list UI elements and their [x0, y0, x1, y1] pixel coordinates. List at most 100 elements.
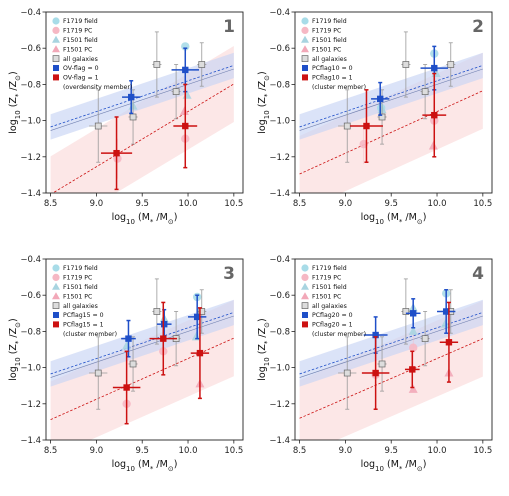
y-axis-label-sub2: *: [14, 340, 22, 344]
f1501-pc-point: [179, 106, 189, 116]
legend-f1501-field-marker: [52, 282, 60, 290]
y-tick-label: −1.2: [269, 153, 290, 163]
y-axis-label-pre: log: [257, 366, 268, 380]
x-axis-label-sub2: *: [399, 465, 403, 473]
y-tick-label: −1.2: [20, 153, 41, 163]
legend-f1719-pc-marker: [301, 273, 309, 281]
legend-all-galaxies-marker: [52, 302, 60, 309]
x-tick-label: 9.5: [135, 446, 149, 456]
x-axis-label-post: ): [423, 212, 427, 223]
x-axis-label-pre: log: [361, 459, 375, 470]
legend-f1501-field-marker: [52, 35, 60, 43]
legend-member0-marker: [53, 312, 59, 318]
legend-entry: all galaxies: [312, 303, 347, 310]
x-axis-label-sub3: ⊙: [168, 218, 174, 226]
all-fit-line: [299, 315, 483, 378]
y-axis-label-sub: 10: [14, 110, 22, 119]
x-axis-label-sub3: ⊙: [417, 465, 423, 473]
panel-4: 8.5 9.0 9.5 10.0 10.5 −1.4 −1.2 −1.0 −0.8 −0.6 −0.…: [257, 255, 493, 473]
y-axis-label-sub3: ⊙: [263, 75, 271, 81]
x-axis-label-sub3: ⊙: [168, 465, 174, 473]
member0-point: [410, 310, 417, 317]
legend-member0-marker: [302, 312, 308, 318]
legend-f1719-field-marker: [52, 264, 60, 272]
legend-all-galaxies-marker: [52, 55, 60, 62]
x-tick-label: 9.0: [90, 199, 104, 209]
x-axis-label-sub: 10: [126, 218, 135, 226]
x-tick-label: 10.5: [473, 199, 492, 209]
y-tick-label: −1.0: [20, 364, 41, 374]
legend-entry: F1501 PC: [63, 46, 92, 53]
y-tick-label: −1.0: [269, 364, 290, 374]
x-tick-label: 10.5: [224, 199, 243, 209]
y-tick-label: −1.0: [269, 117, 290, 127]
legend-entry: (cluster member): [312, 331, 366, 338]
y-tick-label: −1.0: [20, 117, 41, 127]
all-galaxies-point: [153, 61, 161, 68]
panel-2: 8.5 9.0 9.5 10.0 10.5 −1.4 −1.2 −1.0 −0.8 −0.6 −0.…: [257, 8, 493, 226]
all-galaxies-point: [129, 113, 137, 121]
x-axis-label-mid: (M: [135, 212, 150, 223]
x-tick-label: 9.0: [339, 199, 353, 209]
y-axis-label-pre: log: [8, 366, 19, 380]
legend-entry: (cluster member): [63, 331, 117, 338]
x-tick-label: 9.5: [384, 446, 398, 456]
x-axis-label-mid: (M: [384, 459, 399, 470]
field-fit-line: [299, 312, 483, 375]
legend-f1719-pc-marker: [52, 273, 60, 281]
legend-member0-marker: [302, 65, 308, 71]
x-axis-label-mid2: /M: [402, 459, 416, 470]
plot-area: [299, 278, 483, 440]
x-tick-label: 9.5: [384, 199, 398, 209]
plot-area: [50, 278, 234, 440]
legend-member1-marker: [302, 321, 308, 328]
y-axis-label-post: ): [8, 71, 19, 75]
member0-point: [372, 331, 379, 339]
y-axis-label-sub: 10: [263, 357, 271, 366]
y-tick-label: −1.4: [20, 189, 41, 199]
y-axis-label: log10 (Z* /Z⊙): [257, 71, 271, 133]
legend: F1719 field F1719 PC F1501 field F1501 PC al…: [52, 264, 117, 338]
f1501-field-point: [408, 326, 418, 335]
member0-point: [193, 313, 201, 321]
legend-member1-marker: [53, 321, 59, 328]
y-axis-label-mid: (Z: [257, 344, 268, 358]
legend-entry: (overdensity member): [63, 84, 132, 91]
y-axis-label-sub: 10: [14, 357, 22, 366]
y-tick-label: −0.6: [20, 291, 41, 301]
y-tick-label: −0.4: [269, 255, 290, 265]
legend-entry: PCflag20 = 0: [312, 312, 353, 319]
x-axis-label: log10 (M* /M⊙): [361, 459, 427, 473]
y-axis-label-mid2: /Z: [8, 327, 19, 340]
panel-number: 1: [223, 17, 235, 37]
field-fit-line: [50, 312, 234, 375]
axes-frame: [45, 258, 244, 441]
x-tick-label: 10.0: [428, 446, 447, 456]
legend-f1719-pc-marker: [52, 26, 60, 34]
y-axis-label-pre: log: [8, 119, 19, 133]
legend-entry: (cluster member): [312, 84, 366, 91]
member0-point: [431, 64, 438, 72]
legend-entry: F1719 PC: [63, 275, 92, 282]
y-tick-label: −1.4: [269, 436, 290, 446]
x-tick-label: 8.5: [44, 199, 58, 209]
f1501-pc-point: [428, 140, 438, 150]
y-axis-label-mid: (Z: [257, 97, 268, 111]
legend-entry: F1719 field: [63, 18, 98, 25]
legend-entry: F1501 field: [312, 284, 347, 291]
x-axis-label-sub2: *: [399, 218, 403, 226]
y-axis-label-post: ): [8, 318, 19, 322]
x-tick-label: 8.5: [44, 446, 58, 456]
member1-point: [445, 339, 453, 346]
x-tick-label: 8.5: [293, 199, 307, 209]
legend-entry: F1719 field: [312, 265, 347, 272]
y-axis-label-sub2: *: [263, 340, 271, 344]
all-galaxies-point: [94, 369, 102, 377]
y-tick-label: −0.4: [20, 8, 41, 18]
legend-entry: OV-flag = 1: [63, 75, 99, 82]
legend-entry: all galaxies: [63, 56, 98, 63]
plot-area: [50, 31, 235, 193]
member1-point: [182, 122, 189, 130]
legend-f1719-field-marker: [301, 264, 309, 272]
